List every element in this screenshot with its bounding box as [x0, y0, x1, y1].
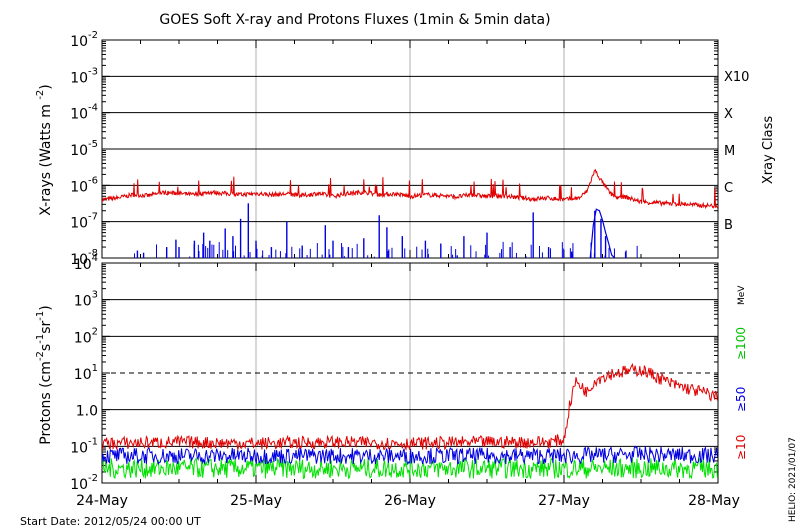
xray-series-group [102, 168, 718, 258]
start-date-label: Start Date: 2012/05/24 00:00 UT [20, 515, 201, 528]
xray-y-tick-label-3: 10-5 [70, 139, 98, 159]
class-label-c: C [724, 181, 733, 196]
proton-ge10-line [102, 362, 718, 451]
x-tick-label-1: 25-May [230, 493, 282, 509]
x-tick-label-3: 27-May [538, 493, 590, 509]
proton-panel: 104 103 102 101 1.0 10-1 10-2 Protons (cm-2s-1s… [35, 253, 719, 493]
proton-y-tick-label-5: 10-1 [70, 436, 98, 456]
class-label-b: B [724, 218, 733, 233]
class-label-x10: X10 [724, 70, 749, 85]
xray-y-tick-label-5: 10-7 [70, 212, 98, 232]
proton-y-tick-label-4: 1.0 [76, 404, 98, 420]
xray-frame [101, 39, 719, 259]
proton-y-tick-label-6: 10-2 [70, 473, 98, 493]
xray-class-title: Xray Class [761, 116, 776, 184]
credit-label: HELIO: 2021/01/07 [788, 437, 798, 522]
xray-y-tick-label-1: 10-3 [70, 66, 98, 86]
mev-label: MeV [737, 285, 747, 305]
xray-y-tick-label-2: 10-4 [70, 103, 98, 123]
proton-y-tick-label-2: 102 [74, 326, 98, 346]
x-tick-label-0: 24-May [76, 493, 128, 509]
x-tick-label-2: 26-May [384, 493, 436, 509]
proton-y-tick-label-3: 101 [74, 363, 98, 383]
xray-y-tick-label-4: 10-6 [70, 175, 98, 195]
x-tick-label-4: 28-May [688, 493, 740, 509]
xray-panel: 10-2 10-3 10-4 10-5 10-6 10-7 10-8 X-rays (Watt… [35, 30, 719, 268]
xray-y-axis-title: X-rays (Watts m -2) [35, 84, 54, 216]
ge10-label: ≥10 [734, 435, 748, 460]
proton-y-tick-label-0: 104 [74, 253, 98, 273]
xray-long-channel-line [102, 168, 718, 210]
ge100-label: ≥100 [734, 327, 748, 360]
proton-y-axis-title: Protons (cm-2s-1sr-1) [35, 305, 54, 444]
xray-y-tick-label-6: 10-8 [70, 248, 98, 268]
class-label-x: X [724, 107, 733, 122]
chart-title: GOES Soft X-ray and Protons Fluxes (1min… [159, 12, 550, 28]
xray-y-tick-label-0: 10-2 [70, 30, 98, 50]
proton-ge50-line [102, 445, 718, 466]
proton-series-group [102, 362, 718, 480]
proton-y-tick-label-1: 103 [74, 290, 98, 310]
xray-short-flare [589, 208, 616, 258]
ge50-label: ≥50 [734, 387, 748, 412]
proton-frame [101, 262, 719, 484]
class-label-m: M [724, 144, 735, 159]
